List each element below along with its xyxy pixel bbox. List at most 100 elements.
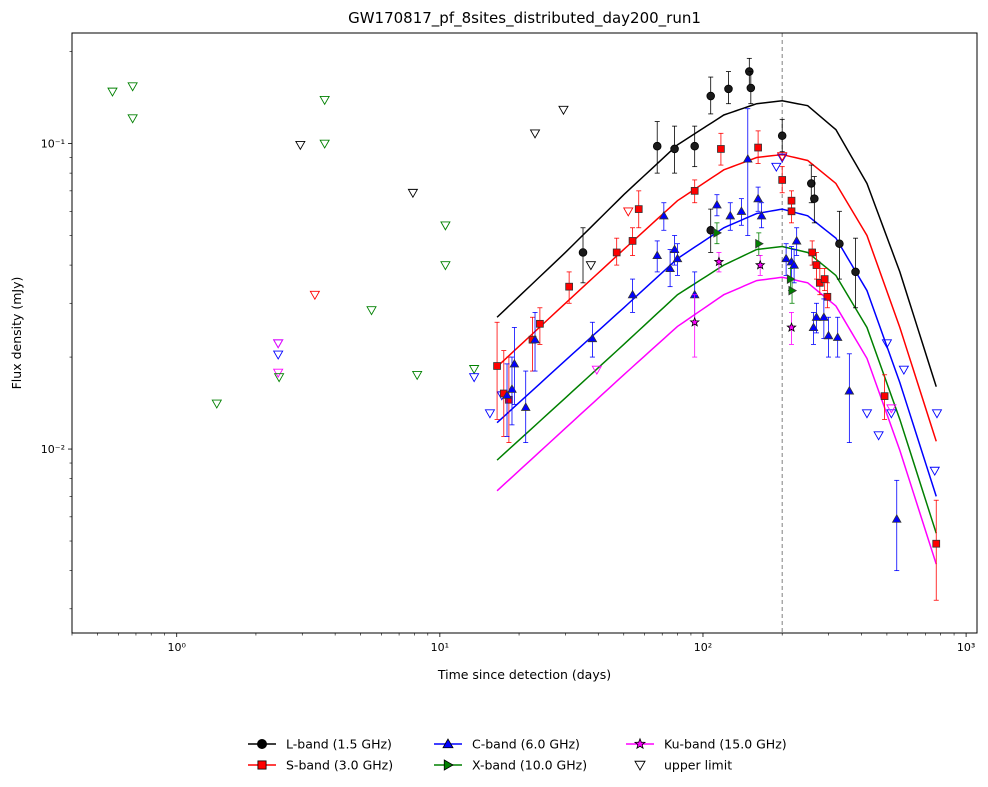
upper-limit-x [366, 306, 377, 316]
marker [634, 205, 643, 213]
marker [851, 267, 860, 277]
data-point-c [725, 202, 736, 231]
x-tick-label: 10² [694, 641, 712, 654]
upper-limit-c [771, 162, 782, 173]
data-point-ku [689, 294, 700, 358]
upper-limit-s [309, 290, 321, 301]
legend-marker [257, 760, 267, 770]
marker [736, 206, 747, 215]
upper-limit-ku [272, 368, 284, 378]
legend-item-4: X-band (10.0 GHz) [434, 758, 587, 773]
marker [493, 362, 501, 370]
marker [811, 312, 822, 321]
marker [713, 256, 725, 267]
upper-limit-x [440, 261, 451, 271]
legend-label: upper limit [664, 758, 732, 773]
upper-limit-ku [591, 365, 603, 375]
marker [844, 385, 855, 395]
data-point-c [753, 186, 763, 212]
upper-limit-ku [272, 339, 284, 349]
y-tick-label: 10⁻² [41, 443, 65, 456]
marker [612, 248, 621, 257]
x-tick-label: 10⁰ [167, 641, 186, 654]
data-point-c [742, 108, 753, 236]
marker [823, 330, 834, 340]
data-point-s [754, 130, 762, 164]
data-point-c [658, 202, 669, 231]
legend-label: C-band (6.0 GHz) [472, 737, 580, 752]
data-point-s [690, 179, 699, 204]
marker [520, 402, 531, 411]
data-point-s [505, 356, 513, 443]
data-point-x [713, 222, 722, 245]
marker [670, 144, 679, 154]
model-curve-s [496, 153, 937, 442]
marker [808, 322, 819, 332]
marker [706, 91, 715, 101]
data-point-c [844, 353, 855, 443]
marker [791, 235, 802, 245]
data-point-c [789, 249, 800, 284]
data-point-c [823, 316, 834, 358]
marker [823, 292, 832, 301]
marker [717, 145, 725, 153]
model-curve-x [496, 245, 937, 534]
data-point-c [665, 249, 675, 288]
legend-label: X-band (10.0 GHz) [472, 758, 587, 773]
marker [932, 539, 941, 548]
data-point-s [932, 499, 941, 601]
marker [587, 333, 598, 343]
marker [690, 141, 699, 151]
data-point-c [736, 198, 747, 226]
upper-limit-x [273, 373, 285, 383]
marker [658, 210, 669, 220]
marker [627, 289, 638, 299]
data-point-c [587, 321, 598, 358]
plot-frame [71, 32, 978, 634]
marker [781, 253, 792, 263]
upper-limit-c [886, 409, 897, 419]
y-tick-label: 10⁻¹ [41, 138, 65, 151]
marker [746, 83, 756, 93]
data-point-l [690, 125, 699, 168]
data-point-l [724, 71, 733, 105]
data-point-l [745, 57, 754, 88]
plot-area [107, 33, 943, 633]
data-point-c [530, 312, 540, 372]
data-point-c [756, 202, 767, 229]
marker [788, 285, 798, 296]
upper-limit-x [107, 87, 118, 97]
data-point-c [891, 479, 902, 572]
data-point-l [777, 118, 787, 153]
data-point-s [612, 237, 621, 266]
marker [756, 210, 767, 220]
upper-limit-l [585, 261, 597, 271]
marker [724, 84, 733, 94]
data-point-c [781, 243, 792, 276]
upper-limit-x [127, 114, 138, 124]
marker [690, 187, 699, 195]
model-curve-l [496, 100, 937, 387]
legend-item-3: C-band (6.0 GHz) [434, 737, 580, 752]
data-point-s [628, 227, 637, 256]
legend-label: Ku-band (15.0 GHz) [664, 737, 787, 752]
marker [787, 207, 796, 216]
marker [578, 248, 588, 257]
marker [812, 261, 821, 269]
upper-limit-c [776, 153, 788, 163]
marker [530, 334, 540, 344]
marker [810, 194, 819, 203]
upper-limit-ku [886, 404, 897, 414]
marker [789, 260, 800, 269]
upper-limit-l [529, 129, 541, 139]
upper-limit-x [319, 95, 330, 106]
marker [754, 259, 766, 270]
data-point-s [493, 321, 501, 420]
data-point-l [810, 176, 819, 224]
marker [778, 176, 787, 184]
data-point-ku [754, 255, 766, 276]
legend-marker [256, 739, 267, 750]
marker [712, 199, 722, 209]
upper-limit-s [776, 152, 788, 162]
upper-limit-l [558, 105, 569, 116]
